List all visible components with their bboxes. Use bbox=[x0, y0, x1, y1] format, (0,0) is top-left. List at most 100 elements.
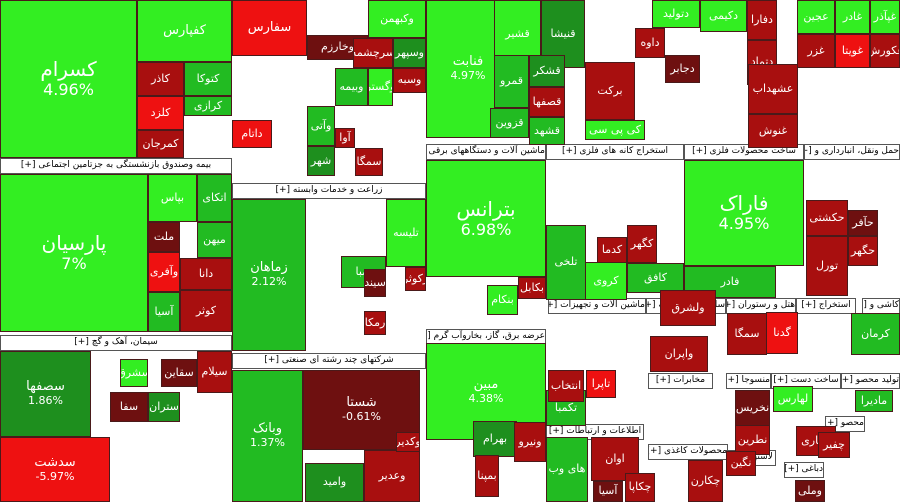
stock-tile[interactable]: آوا bbox=[335, 128, 355, 148]
stock-tile[interactable]: زماهان 2.12% bbox=[232, 199, 306, 351]
stock-tile[interactable]: لهارس bbox=[773, 386, 813, 412]
stock-tile[interactable]: رمکا bbox=[364, 311, 386, 335]
sector-header[interactable]: ماشین آلات و دستگاههای برقی [+] bbox=[426, 144, 546, 160]
stock-tile[interactable]: آسیا bbox=[593, 481, 623, 502]
sector-header[interactable]: شرکتهای چند رشته ای صنعتی [+] bbox=[232, 353, 426, 369]
stock-tile[interactable]: بمپنا bbox=[475, 455, 499, 497]
stock-tile[interactable]: بهرام bbox=[473, 421, 517, 457]
stock-tile[interactable]: بکابل bbox=[518, 277, 546, 299]
sector-header[interactable]: سیمان، آهک و گچ [+] bbox=[0, 335, 232, 351]
stock-tile[interactable]: نطرین bbox=[735, 425, 770, 455]
stock-tile[interactable]: سرچشمه bbox=[353, 38, 393, 68]
stock-tile[interactable]: قصفها bbox=[529, 87, 565, 117]
stock-tile[interactable]: وکبهمن bbox=[368, 0, 426, 38]
stock-tile[interactable]: کرازی bbox=[184, 96, 232, 116]
stock-tile[interactable]: شهر bbox=[307, 146, 335, 176]
stock-tile[interactable]: پارسیان 7% bbox=[0, 174, 148, 332]
sector-header[interactable]: تولید محصو [+] bbox=[841, 373, 900, 389]
stock-tile[interactable]: قشکر bbox=[529, 55, 565, 87]
stock-tile[interactable]: کوثر bbox=[180, 290, 232, 332]
stock-tile[interactable]: حکشتی bbox=[806, 200, 848, 236]
sector-header[interactable]: کاشی و [+] bbox=[862, 298, 900, 314]
sector-header[interactable]: ساخت محصولات فلزی [+] bbox=[684, 144, 804, 160]
stock-tile[interactable]: سمگا bbox=[355, 148, 383, 176]
stock-tile[interactable]: سیلام bbox=[197, 351, 232, 393]
stock-tile[interactable]: وملی bbox=[795, 480, 825, 502]
stock-tile[interactable]: عجین bbox=[797, 0, 835, 34]
stock-tile[interactable]: سدشت -5.97% bbox=[0, 437, 110, 502]
stock-tile[interactable]: حآفر bbox=[848, 210, 878, 236]
stock-tile[interactable]: وسپهر bbox=[393, 38, 426, 68]
stock-tile[interactable]: وگستر bbox=[368, 68, 393, 106]
stock-tile[interactable]: بنکام bbox=[487, 285, 518, 315]
stock-tile[interactable]: ونیرو bbox=[514, 422, 546, 462]
stock-tile[interactable]: غویتا bbox=[835, 34, 870, 68]
stock-tile[interactable]: نگین bbox=[726, 451, 756, 476]
stock-tile[interactable]: حگهر bbox=[848, 236, 878, 266]
stock-tile[interactable]: تاپرا bbox=[586, 370, 616, 398]
stock-tile[interactable]: سفا bbox=[110, 392, 148, 422]
stock-tile[interactable]: سمگا bbox=[727, 313, 767, 355]
stock-tile[interactable]: وامید bbox=[305, 463, 364, 502]
stock-tile[interactable]: نخریس bbox=[735, 390, 770, 426]
stock-tile[interactable]: تلخی bbox=[546, 225, 586, 300]
stock-tile[interactable]: سیند bbox=[364, 269, 386, 297]
stock-tile[interactable]: وعدیر bbox=[364, 450, 420, 502]
stock-tile[interactable]: ولشرق bbox=[660, 290, 716, 326]
stock-tile[interactable]: کفپارس bbox=[137, 0, 232, 62]
stock-tile[interactable]: کگهر bbox=[627, 225, 657, 263]
stock-tile[interactable]: غپآذر bbox=[870, 0, 900, 34]
sector-header[interactable]: بیمه وصندوق بازنشستگی به جزتامین اجتماعی… bbox=[0, 158, 232, 174]
stock-tile[interactable]: کاذر bbox=[137, 62, 184, 96]
sector-header[interactable]: ماشین آلات و تجهیزات [+] bbox=[548, 298, 646, 314]
stock-tile[interactable]: دجابر bbox=[665, 55, 700, 83]
stock-tile[interactable]: سشرق bbox=[120, 359, 148, 387]
stock-tile[interactable]: کمرجان bbox=[137, 130, 184, 158]
stock-tile[interactable]: کلزد bbox=[137, 96, 184, 130]
stock-tile[interactable]: دکیمی bbox=[700, 0, 747, 32]
stock-tile[interactable]: کسرام 4.96% bbox=[0, 0, 137, 158]
stock-tile[interactable]: دتولید bbox=[652, 0, 700, 28]
stock-tile[interactable]: های وب bbox=[546, 437, 588, 502]
stock-tile[interactable]: دانا bbox=[180, 258, 232, 290]
stock-tile[interactable]: سقاین bbox=[161, 359, 197, 387]
stock-tile[interactable]: قزوین bbox=[490, 108, 529, 138]
stock-tile[interactable]: کافق bbox=[627, 263, 684, 293]
stock-tile[interactable]: ملت bbox=[148, 222, 180, 252]
stock-tile[interactable]: بترانس 6.98% bbox=[426, 160, 546, 277]
sector-header[interactable]: منسوجا [+] bbox=[726, 373, 771, 389]
stock-tile[interactable]: وبانک 1.37% bbox=[232, 370, 303, 502]
stock-tile[interactable]: تورل bbox=[806, 236, 848, 296]
stock-tile[interactable]: قشهد bbox=[529, 117, 565, 145]
stock-tile[interactable]: غادر bbox=[835, 0, 870, 34]
stock-tile[interactable]: کدما bbox=[597, 237, 627, 263]
sector-header[interactable]: دباغی [+] bbox=[784, 462, 824, 478]
sector-header[interactable]: مخابرات [+] bbox=[648, 373, 713, 389]
stock-tile[interactable]: دفارا bbox=[747, 0, 777, 40]
stock-tile[interactable]: میهن bbox=[197, 222, 232, 258]
stock-tile[interactable]: فاراک 4.95% bbox=[684, 160, 804, 266]
stock-tile[interactable]: چفیر bbox=[818, 432, 850, 458]
stock-tile[interactable]: برکت bbox=[585, 62, 635, 120]
stock-tile[interactable]: داتام bbox=[232, 120, 272, 148]
stock-tile[interactable]: وکدیر bbox=[396, 432, 420, 452]
stock-tile[interactable]: غزر bbox=[797, 34, 835, 68]
stock-tile[interactable]: کرمان bbox=[851, 313, 900, 355]
stock-tile[interactable]: وسبه bbox=[393, 68, 426, 93]
sector-header[interactable]: حمل ونقل، انبارداری و [+] bbox=[804, 144, 900, 160]
stock-tile[interactable]: آسیا bbox=[148, 292, 180, 332]
stock-tile[interactable]: داوه bbox=[635, 28, 665, 58]
stock-tile[interactable]: تلیسه bbox=[386, 199, 426, 267]
stock-tile[interactable]: چکارن bbox=[688, 460, 723, 502]
stock-tile[interactable]: غنوش bbox=[748, 114, 798, 148]
stock-tile[interactable]: غکورش bbox=[870, 34, 900, 68]
stock-tile[interactable]: سفارس bbox=[232, 0, 307, 56]
stock-tile[interactable]: وبیمه bbox=[335, 68, 368, 106]
sector-header[interactable]: زراعت و خدمات وابسته [+] bbox=[232, 183, 426, 199]
stock-tile[interactable]: ستران bbox=[148, 392, 180, 422]
stock-tile[interactable]: وآفری bbox=[148, 252, 180, 292]
stock-tile[interactable]: مادیرا bbox=[855, 390, 893, 412]
stock-tile[interactable]: کتوکا bbox=[184, 62, 232, 96]
stock-tile[interactable]: قمرو bbox=[494, 55, 529, 108]
stock-tile[interactable]: گدنا bbox=[766, 312, 798, 354]
